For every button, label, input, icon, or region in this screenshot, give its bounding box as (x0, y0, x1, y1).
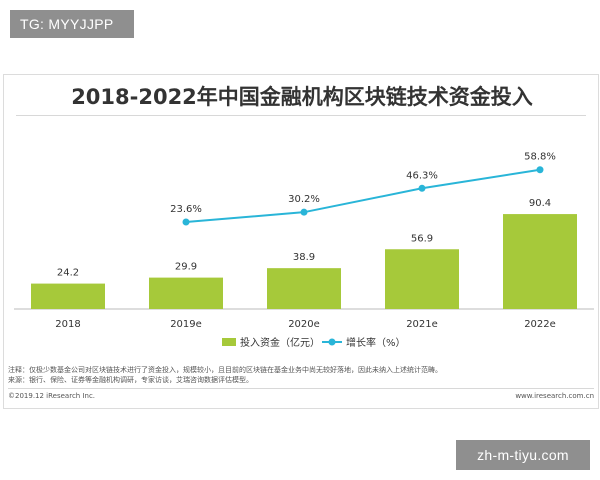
bar-2020e (267, 268, 341, 309)
growth-line (185, 168, 541, 223)
legend-bar-label: 投入资金（亿元） (240, 336, 320, 349)
chart-title: 2018-2022年中国金融机构区块链技术资金投入 (71, 85, 533, 109)
footer-divider (8, 388, 594, 389)
growth-value-label: 23.6% (170, 204, 202, 215)
growth-value-label: 46.3% (406, 170, 438, 181)
x-tick-label: 2018 (55, 319, 80, 330)
growth-value-label: 58.8% (524, 152, 556, 163)
watermark-tag-top: TG: MYYJJPP (10, 10, 134, 38)
x-tick-label: 2019e (170, 319, 202, 330)
note-text: 注释：仅极少数基金公司对区块链技术进行了资金投入，规模较小，且目前的区块链在基金… (8, 366, 442, 374)
chart-notes: 注释：仅极少数基金公司对区块链技术进行了资金投入，规模较小，且目前的区块链在基金… (8, 365, 588, 385)
website-text: www.iresearch.com.cn (515, 392, 594, 400)
x-tick-label: 2020e (288, 319, 320, 330)
bar-2018 (31, 283, 105, 309)
bar-2019e (149, 277, 223, 309)
bar-value-label: 90.4 (529, 198, 551, 209)
legend-line-marker (328, 338, 336, 346)
bar-value-label: 29.9 (175, 262, 197, 273)
growth-point (300, 208, 308, 216)
title-divider (16, 115, 586, 116)
legend-line-label: 增长率（%） (346, 336, 406, 349)
legend-bar-swatch (222, 338, 236, 346)
growth-point (536, 166, 544, 174)
chart-figure: 2018-2022年中国金融机构区块链技术资金投入 24.2 2018 29.9 20… (3, 74, 599, 409)
source-text: 来源：银行、保险、证券等金融机构调研，专家访谈，艾瑞咨询数据评估模型。 (8, 376, 253, 384)
bar-2021e (385, 249, 459, 309)
growth-value-label: 30.2% (288, 194, 320, 205)
growth-point (182, 218, 190, 226)
bar-value-label: 38.9 (293, 252, 315, 263)
x-tick-label: 2022e (524, 319, 556, 330)
growth-point (418, 184, 426, 192)
watermark-tag-bottom: zh-m-tiyu.com (456, 440, 590, 470)
copyright-text: ©2019.12 iResearch Inc. (8, 392, 96, 400)
bar-2022e (503, 214, 577, 309)
x-tick-label: 2021e (406, 319, 438, 330)
bar-value-label: 56.9 (411, 233, 433, 244)
bar-value-label: 24.2 (57, 268, 79, 279)
chart-svg: 24.2 2018 29.9 2019e 38.9 2020e 56.9 2021e 90.4 2… (14, 152, 594, 349)
